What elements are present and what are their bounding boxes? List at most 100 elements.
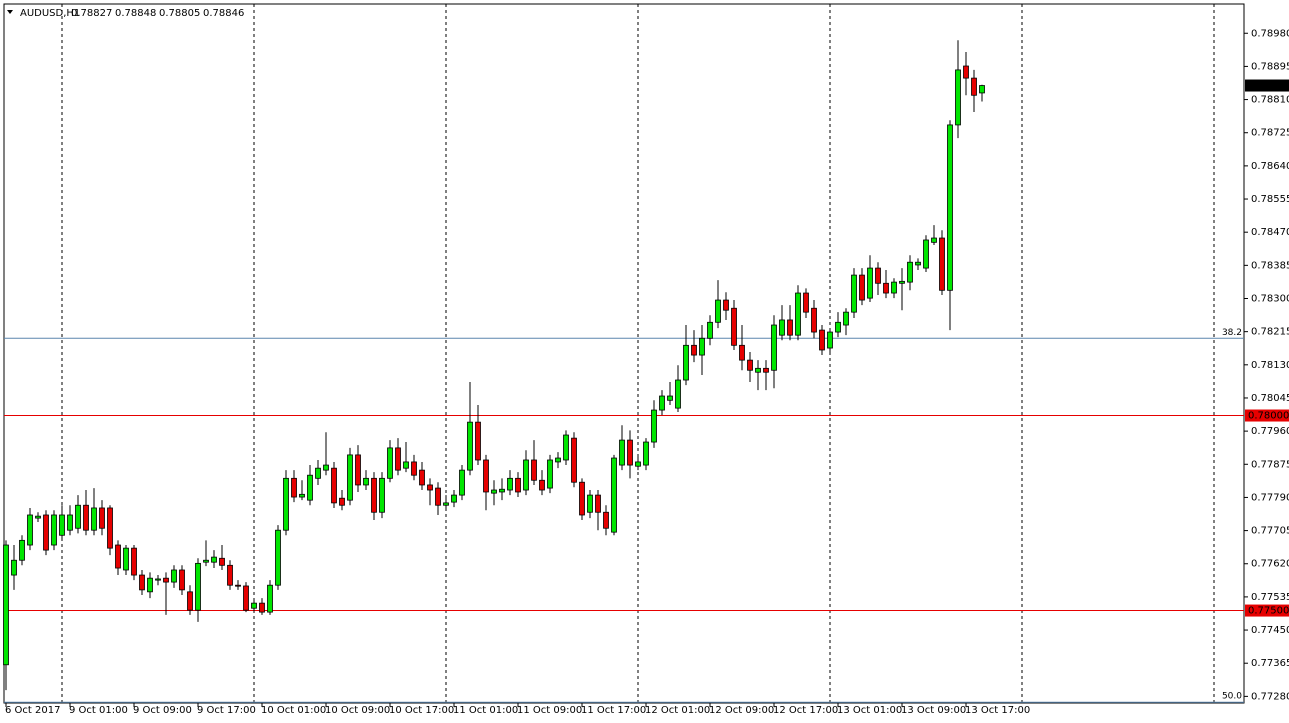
x-tick-label: 9 Oct 01:00 xyxy=(69,705,128,716)
x-tick-label: 13 Oct 01:00 xyxy=(837,705,902,716)
candle-body xyxy=(931,237,937,243)
candle-body xyxy=(171,569,177,583)
candle-body xyxy=(907,261,913,283)
candle-body xyxy=(227,564,233,586)
candle-body xyxy=(339,497,345,506)
candle-body xyxy=(651,409,657,443)
y-tick-label: 0.77535 xyxy=(1251,592,1289,603)
candle-body xyxy=(395,447,401,471)
candle-body xyxy=(147,577,153,593)
candle-body xyxy=(387,447,393,479)
candle-body xyxy=(955,69,961,126)
candle-body xyxy=(547,459,553,489)
x-tick-label: 13 Oct 09:00 xyxy=(901,705,966,716)
candle-body xyxy=(755,367,761,373)
candle-body xyxy=(163,577,169,583)
candle-body xyxy=(643,441,649,466)
candle-body xyxy=(451,494,457,503)
candle-body xyxy=(691,344,697,356)
candle-body xyxy=(603,511,609,529)
candle-body xyxy=(275,529,281,586)
candle-body xyxy=(155,578,161,581)
candle-body xyxy=(3,544,9,666)
candle-body xyxy=(715,299,721,323)
candle-body xyxy=(411,461,417,476)
x-tick-label: 9 Oct 09:00 xyxy=(133,705,192,716)
candle-body xyxy=(851,274,857,313)
candle-body xyxy=(131,547,137,576)
y-tick-label: 0.78980 xyxy=(1251,28,1289,39)
candle-body xyxy=(819,329,825,351)
candle-body xyxy=(627,439,633,466)
candle-body xyxy=(891,281,897,294)
y-tick-label: 0.78895 xyxy=(1251,61,1289,72)
candle-body xyxy=(795,292,801,336)
candle-body xyxy=(435,487,441,506)
x-tick-label: 10 Oct 17:00 xyxy=(389,705,454,716)
candle-body xyxy=(67,514,73,531)
candle-body xyxy=(307,474,313,501)
candle-body xyxy=(235,584,241,587)
candle-body xyxy=(611,457,617,533)
candle-body xyxy=(507,477,513,491)
candle-body xyxy=(219,557,225,566)
candle-body xyxy=(763,367,769,373)
candle-body xyxy=(899,280,905,284)
candle-body xyxy=(491,489,497,494)
price-tag-label: 0.78846 xyxy=(1248,81,1289,92)
candle-body xyxy=(747,359,753,371)
y-tick-label: 0.78130 xyxy=(1251,360,1289,371)
plot-frame xyxy=(3,3,1245,704)
candle-body xyxy=(83,504,89,531)
candle-body xyxy=(35,515,41,519)
candle-body xyxy=(467,421,473,471)
x-tick-label: 10 Oct 01:00 xyxy=(261,705,326,716)
candle-body xyxy=(91,507,97,531)
candle-body xyxy=(427,484,433,491)
candle-body xyxy=(355,454,361,486)
candle-body xyxy=(571,437,577,483)
candle-body xyxy=(371,477,377,513)
x-tick-label: 6 Oct 2017 xyxy=(5,705,60,716)
level-tag-label: 0.77500 xyxy=(1248,606,1289,617)
candle-body xyxy=(811,307,817,333)
candle-body xyxy=(971,77,977,96)
candle-body xyxy=(499,488,505,493)
y-tick-label: 0.77620 xyxy=(1251,559,1289,570)
candle-body xyxy=(379,477,385,513)
candle-body xyxy=(979,85,985,94)
y-tick-label: 0.78470 xyxy=(1251,227,1289,238)
x-tick-label: 11 Oct 17:00 xyxy=(581,705,646,716)
price-tag xyxy=(1245,79,1289,92)
header-low: 0.78805 xyxy=(159,8,200,19)
fib-label: 38.2 xyxy=(1222,328,1242,338)
candle-body xyxy=(243,585,249,611)
x-tick-label: 9 Oct 17:00 xyxy=(197,705,256,716)
candle-body xyxy=(211,556,217,563)
candle-body xyxy=(827,331,833,349)
candle-body xyxy=(363,477,369,486)
candle-body xyxy=(523,459,529,491)
candle-body xyxy=(267,584,273,613)
symbol-title: AUDUSD,H1 xyxy=(20,8,80,19)
candle-body xyxy=(195,562,201,611)
candle-body xyxy=(459,469,465,496)
candle-body xyxy=(563,434,569,461)
candle-body xyxy=(587,494,593,513)
candle-body xyxy=(59,514,65,536)
candle-body xyxy=(963,65,969,79)
candle-body xyxy=(347,454,353,501)
candle-body xyxy=(139,574,145,591)
header-open: 0.78827 xyxy=(71,8,112,19)
y-tick-label: 0.78555 xyxy=(1251,194,1289,205)
candle-body xyxy=(403,461,409,469)
candle-body xyxy=(475,421,481,461)
y-tick-label: 0.77365 xyxy=(1251,658,1289,669)
x-tick-label: 11 Oct 09:00 xyxy=(517,705,582,716)
candle-body xyxy=(555,457,561,463)
candle-body xyxy=(723,299,729,311)
candle-body xyxy=(443,502,449,506)
candle-body xyxy=(99,507,105,529)
candle-body xyxy=(259,602,265,613)
